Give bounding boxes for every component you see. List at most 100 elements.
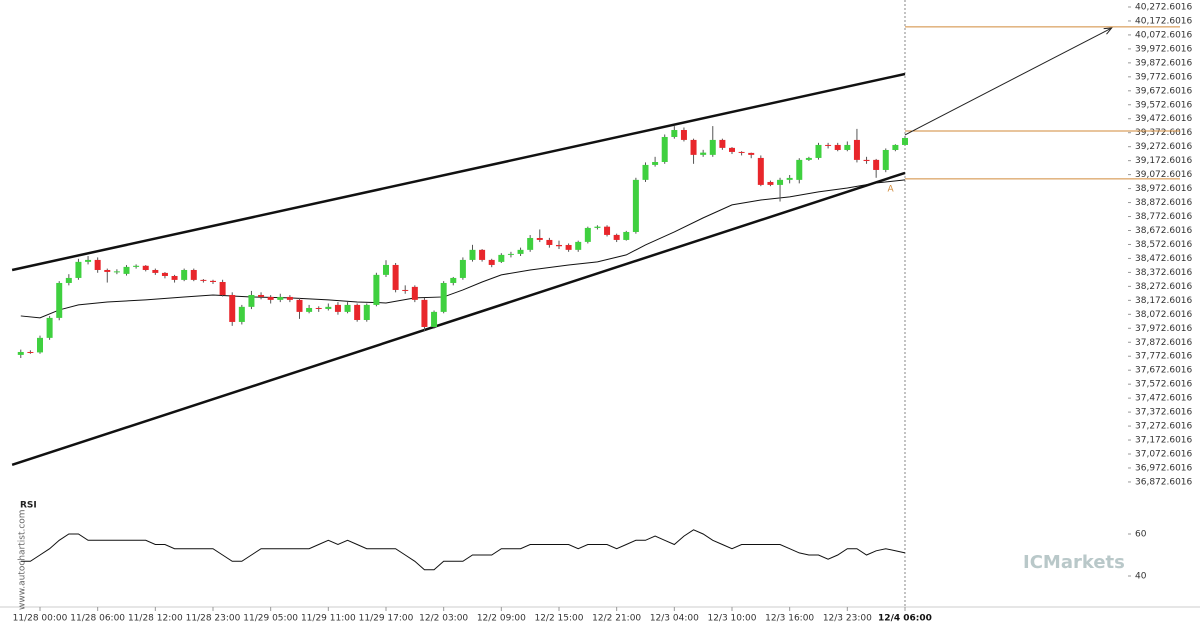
candle-body [767,181,774,185]
candle-body [546,239,553,245]
annotation: A [887,184,894,194]
rsi-line [20,529,906,571]
candle-body [325,306,332,309]
candle-body [142,265,149,270]
candle-body [354,304,361,320]
candle-body [85,259,92,262]
y-tick-label: 39,972.6016 [1135,44,1193,54]
y-tick-label: 39,572.6016 [1135,100,1193,110]
y-tick-label: 38,472.6016 [1135,254,1193,264]
candle-body [334,304,341,312]
candle-body [315,307,322,309]
candle-body [27,351,34,353]
candle-body [825,144,832,146]
rsi-tick-label: 60 [1135,530,1147,540]
candle-body [873,159,880,170]
candle-body [411,286,418,300]
candle-body [104,269,111,272]
y-tick-label: 37,372.6016 [1135,408,1193,418]
x-tick-label: 12/2 21:00 [592,614,641,624]
candle-body [56,282,63,318]
candle-body [748,152,755,155]
trendline [11,171,906,467]
candle-body [632,179,639,232]
candle-body [661,136,668,162]
candle-body [431,311,438,327]
rsi-label: RSI [20,501,37,511]
candle-body [863,159,870,162]
arrow-head [1103,27,1113,35]
candle-body [392,264,399,290]
candle-body [363,304,370,320]
y-tick-label: 39,672.6016 [1135,86,1193,96]
candle-body [459,259,466,278]
candle-body [94,259,101,270]
candle-body [815,144,822,158]
candle-body [200,279,207,281]
x-tick-label: 12/4 06:00 [878,614,932,624]
candle-body [805,157,812,160]
y-tick-label: 38,972.6016 [1135,184,1193,194]
candle-body [171,275,178,280]
candle-body [901,137,908,145]
candle-body [709,139,716,155]
candle-body [584,227,591,242]
candle-body [161,272,168,276]
candle-body [700,152,707,155]
y-tick-label: 40,072.6016 [1135,30,1193,40]
y-tick-label: 39,372.6016 [1135,128,1193,138]
candle-body [229,294,236,322]
candle-body [46,317,53,338]
candle-body [248,294,255,307]
x-tick-label: 11/29 17:00 [359,614,414,624]
candle-body [738,151,745,153]
candle-body [796,159,803,180]
y-tick-label: 38,772.6016 [1135,212,1193,222]
y-tick-label: 40,272.6016 [1135,2,1193,12]
x-tick-label: 12/3 10:00 [707,614,756,624]
candle-body [469,249,476,260]
candle-body [181,269,188,280]
forecast-arrow [904,27,1112,136]
y-tick-label: 37,972.6016 [1135,324,1193,334]
y-tick-label: 38,072.6016 [1135,310,1193,320]
y-tick-label: 37,872.6016 [1135,338,1193,348]
x-tick-label: 12/2 03:00 [419,614,468,624]
y-tick-label: 39,472.6016 [1135,114,1193,124]
rsi-tick-label: 40 [1135,572,1147,582]
candle-body [306,307,313,312]
candle-body [777,179,784,185]
candle-body [450,277,457,283]
candle-body [37,337,43,353]
y-tick-label: 37,772.6016 [1135,352,1193,362]
y-tick-label: 38,172.6016 [1135,296,1193,306]
candle-body [892,144,899,150]
y-tick-label: 37,272.6016 [1135,422,1193,432]
candle-body [786,177,793,180]
candle-body [75,261,82,278]
candle-body [152,269,159,273]
candle-body [642,164,649,180]
candle-body [267,296,274,300]
x-tick-label: 12/3 23:00 [823,614,872,624]
candle-body [565,244,572,250]
candle-body [344,304,351,312]
trendline [11,72,906,272]
y-tick-label: 39,172.6016 [1135,156,1193,166]
candle-body [757,157,764,185]
y-tick-label: 38,672.6016 [1135,226,1193,236]
y-tick-label: 36,872.6016 [1135,477,1193,487]
x-tick-label: 12/2 15:00 [534,614,583,624]
y-tick-label: 38,872.6016 [1135,198,1193,208]
y-tick-label: 36,972.6016 [1135,463,1193,473]
x-tick-label: 12/3 16:00 [765,614,814,624]
candle-body [517,249,524,254]
x-tick-label: 11/28 06:00 [70,614,125,624]
x-tick-label: 12/3 04:00 [650,614,699,624]
y-tick-label: 37,572.6016 [1135,380,1193,390]
y-tick-label: 37,472.6016 [1135,394,1193,404]
candle-body [690,139,697,155]
y-tick-label: 39,772.6016 [1135,72,1193,82]
candle-body [555,244,562,247]
